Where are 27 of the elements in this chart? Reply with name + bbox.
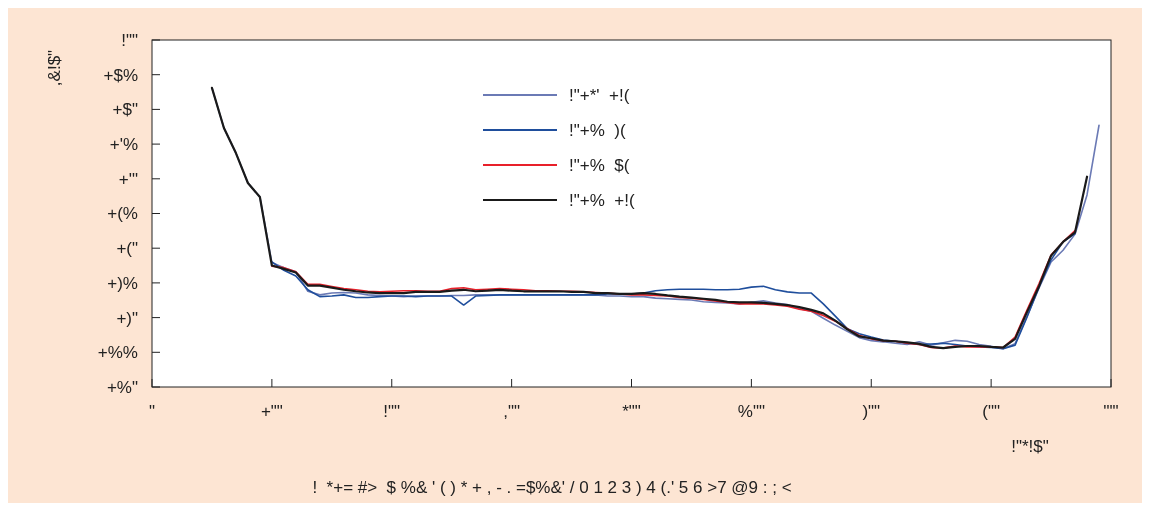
legend-label: !"+*' +!( [569, 85, 630, 105]
x-tick-label: )"" [862, 402, 881, 421]
text: +%% [97, 343, 138, 363]
x-tick-label: " [148, 402, 156, 421]
text: +(" [116, 239, 138, 259]
legend-label: !"+% $( [569, 155, 630, 175]
x-tick-label: +"" [260, 402, 283, 421]
x-axis-title: !"*!$" [1011, 437, 1049, 456]
text: +$" [112, 100, 138, 120]
legend-label: !"+% +!( [569, 190, 635, 210]
text: ,&!$" [45, 49, 64, 87]
text: ! *+= #> $ %& ' ( ) * + , - . =$%&' / 0 1 2 3 ) 4 (.' 5 6 >7 @9 : ; < [312, 477, 792, 497]
text: !"" [121, 30, 138, 50]
x-tick-label: ,"" [503, 402, 521, 421]
x-tick-label: ("" [982, 402, 1000, 421]
x-tick-label: !"" [383, 402, 401, 421]
text: +'" [118, 169, 138, 189]
legend-label: !"+% )( [569, 120, 626, 140]
x-tick-label: %"" [737, 402, 765, 421]
text: +)% [107, 273, 138, 293]
text: +%" [106, 377, 138, 397]
x-tick-label: '"" [1103, 402, 1119, 421]
text: +$% [103, 65, 138, 85]
text: +'% [109, 135, 138, 155]
text: +(% [107, 204, 138, 224]
text: +)" [116, 308, 138, 328]
x-tick-label: *"" [622, 402, 641, 421]
